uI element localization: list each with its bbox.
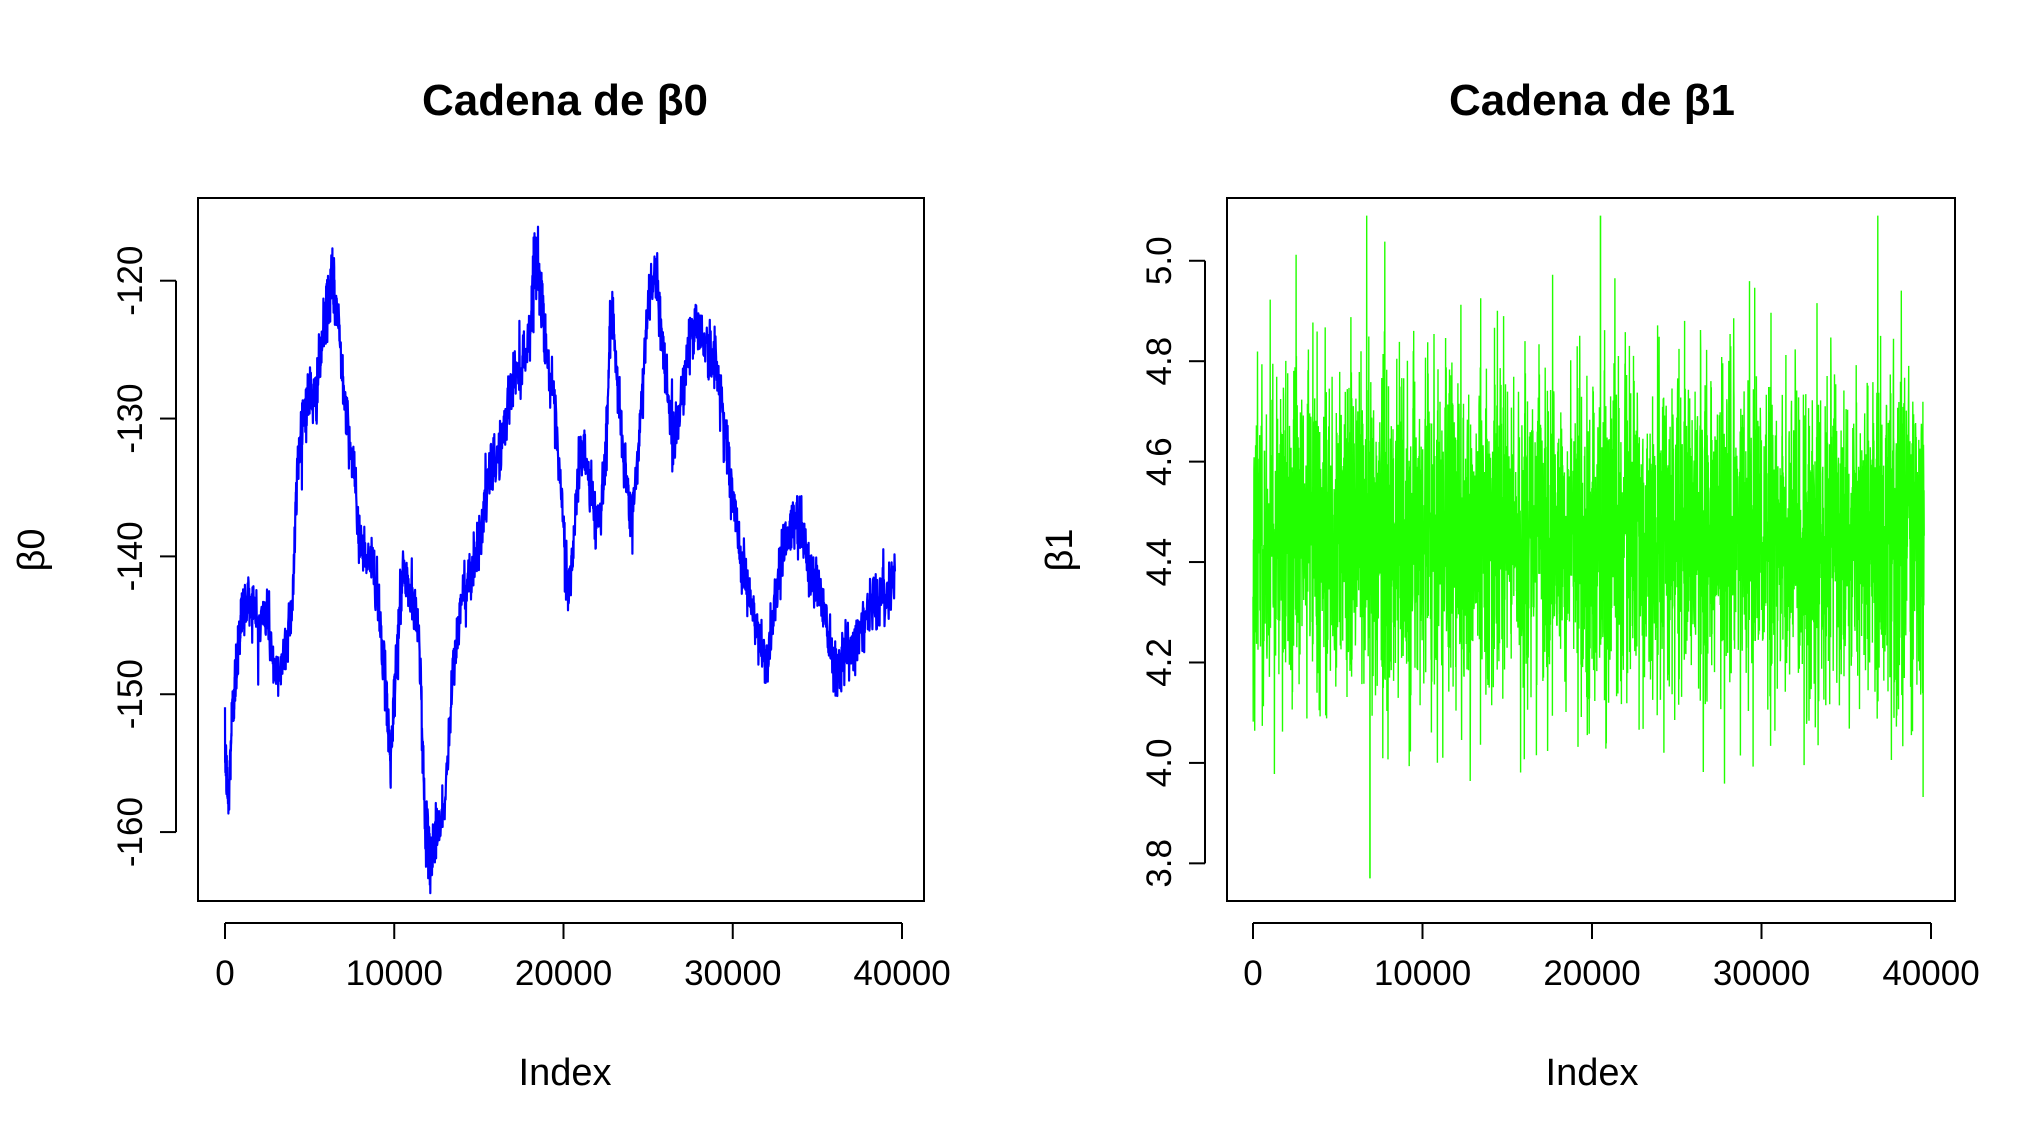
chart-beta1: Cadena de β1 0 10000 20000 30000 40000 3.8 4.…	[1039, 76, 1980, 1094]
series-layer	[1252, 215, 1925, 879]
x-axis-label: Index	[1546, 1052, 1639, 1094]
y-tick-label: -140	[111, 521, 150, 591]
chain-line	[223, 225, 897, 895]
y-tick-label: 4.8	[1140, 337, 1179, 386]
chart-beta0: Cadena de β0 0 10000 20000 30000 40000 -160-…	[11, 76, 951, 1094]
x-tick-label: 40000	[1882, 954, 1979, 993]
y-axis: -160 -150 -140 -130 -120	[111, 246, 177, 867]
y-tick-label: -120	[111, 246, 150, 316]
y-tick-label: 4.2	[1140, 638, 1179, 687]
plot-frame	[1226, 197, 1956, 902]
x-axis-label: Index	[519, 1052, 612, 1094]
y-tick-label: 4.4	[1140, 538, 1179, 587]
x-tick-label: 20000	[1543, 954, 1640, 993]
x-tick-label: 40000	[853, 954, 950, 993]
y-axis: 3.8 4.0 4.2 4.4 4.6 4.8 5.0	[1140, 236, 1206, 888]
y-tick-label: -160	[111, 797, 150, 867]
plot-frame	[197, 197, 925, 902]
y-axis-label: β0	[11, 529, 53, 572]
x-tick-label: 30000	[684, 954, 781, 993]
chart-title: Cadena de β0	[422, 76, 708, 125]
chain-line	[1252, 215, 1925, 798]
x-axis: 0 10000 20000 30000 40000	[1243, 922, 1980, 993]
y-tick-label: 5.0	[1140, 236, 1179, 285]
y-axis-label: β1	[1039, 529, 1081, 572]
x-tick-label: 30000	[1713, 954, 1810, 993]
chart-title: Cadena de β1	[1449, 76, 1735, 125]
x-tick-label: 10000	[346, 954, 443, 993]
x-tick-label: 10000	[1374, 954, 1471, 993]
x-tick-label: 20000	[515, 954, 612, 993]
y-tick-label: -150	[111, 659, 150, 729]
x-axis: 0 10000 20000 30000 40000	[215, 922, 951, 993]
y-tick-label: -130	[111, 384, 150, 454]
x-tick-label: 0	[1243, 954, 1262, 993]
y-tick-label: 4.6	[1140, 437, 1179, 486]
y-tick-label: 3.8	[1140, 839, 1179, 888]
x-tick-label: 0	[215, 954, 234, 993]
y-tick-label: 4.0	[1140, 739, 1179, 788]
series-layer	[223, 225, 897, 895]
